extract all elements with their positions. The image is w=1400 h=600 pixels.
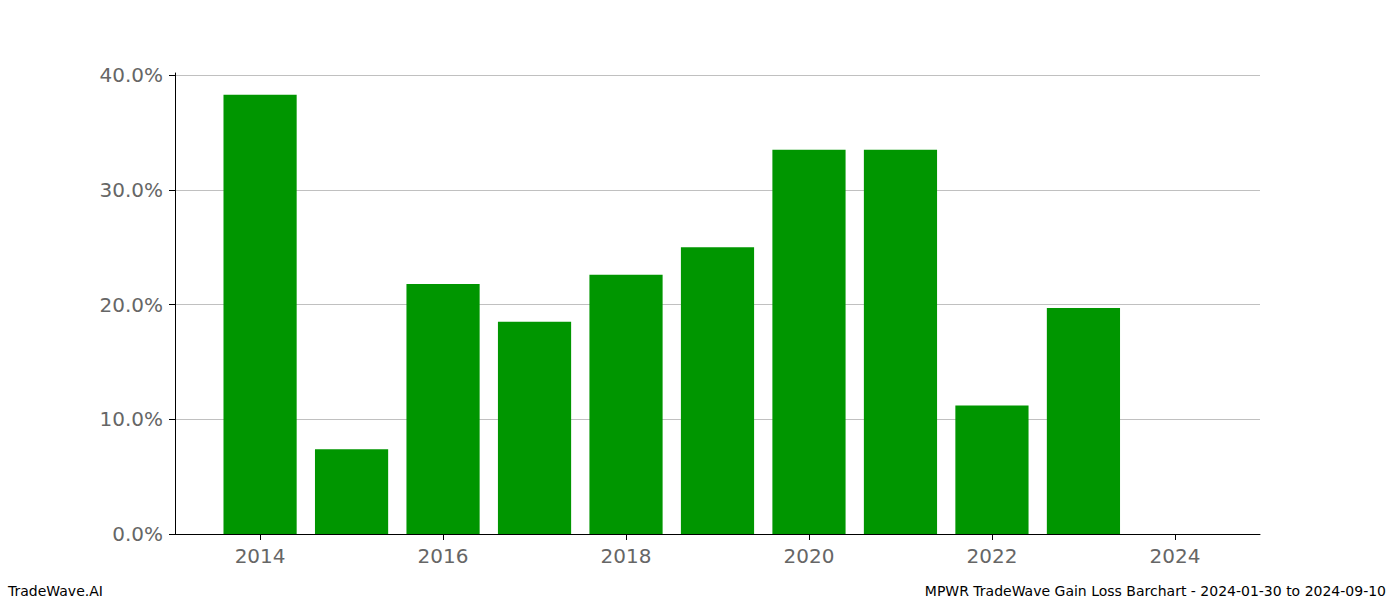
svg-text:40.0%: 40.0% bbox=[99, 63, 163, 87]
svg-text:2024: 2024 bbox=[1149, 544, 1200, 568]
svg-text:2014: 2014 bbox=[235, 544, 286, 568]
svg-text:30.0%: 30.0% bbox=[99, 178, 163, 202]
svg-text:TradeWave.AI: TradeWave.AI bbox=[7, 583, 103, 599]
svg-text:2018: 2018 bbox=[601, 544, 652, 568]
svg-text:20.0%: 20.0% bbox=[99, 293, 163, 317]
svg-text:2020: 2020 bbox=[784, 544, 835, 568]
svg-text:0.0%: 0.0% bbox=[112, 522, 163, 546]
svg-text:10.0%: 10.0% bbox=[99, 407, 163, 431]
svg-text:2022: 2022 bbox=[966, 544, 1017, 568]
svg-text:2016: 2016 bbox=[418, 544, 469, 568]
svg-text:MPWR TradeWave Gain Loss Barch: MPWR TradeWave Gain Loss Barchart - 2024… bbox=[925, 583, 1386, 599]
